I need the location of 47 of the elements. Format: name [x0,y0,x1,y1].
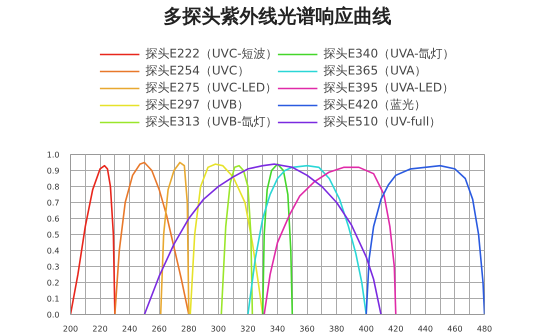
legend-label: 探头E395（UVA-LED） [324,80,454,96]
line-series [220,164,254,314]
legend-label: 探头E420（蓝光） [324,96,426,114]
line-series [189,163,264,314]
y-tick-label: 0.7 [46,198,60,208]
x-tick-label: 460 [447,324,463,334]
y-tick-label: 0.6 [46,214,60,224]
legend-label: 探头E365（UVA） [324,62,427,80]
line-series [263,166,397,314]
line-series [160,162,190,314]
line-series [70,164,116,314]
x-tick-label: 220 [92,324,108,334]
line-series [262,163,294,314]
x-tick-label: 360 [299,324,315,334]
y-tick-label: 0.5 [46,230,60,240]
x-tick-label: 400 [358,324,374,334]
y-tick-label: 0.0 [46,310,60,320]
x-tick-label: 320 [240,324,256,334]
x-tick-label: 300 [210,324,226,334]
legend-label: 探头E510（UV-full） [324,114,442,130]
x-tick-label: 420 [388,324,404,334]
line-series [114,162,190,314]
legend-label: 探头E254（UVC） [145,62,250,80]
x-tick-label: 480 [476,324,492,334]
y-tick-label: 0.3 [46,262,60,272]
y-tick-label: 1.0 [46,150,60,160]
x-tick-label: 380 [329,324,344,334]
line-series [144,163,382,314]
legend-label: 探头E275（UVC-LED） [145,80,278,96]
line-series [247,164,368,314]
x-tick-label: 280 [181,324,196,334]
y-tick-label: 0.8 [46,182,60,192]
x-tick-label: 340 [270,324,286,334]
chart-title: 多探头紫外线光谱响应曲线 [164,6,392,28]
x-tick-label: 200 [62,324,78,334]
y-tick-label: 0.1 [46,294,60,304]
legend-label: 探头E297（UVB） [145,96,250,114]
legend-label: 探头E313（UVB-氙灯） [145,114,278,130]
line-series [365,164,484,314]
x-tick-label: 440 [418,324,434,334]
legend-label: 探头E340（UVA-氙灯） [324,46,455,62]
legend-label: 探头E222（UVC-短波） [145,46,278,62]
y-tick-label: 0.2 [46,278,60,288]
x-tick-label: 260 [152,324,167,334]
y-tick-label: 0.4 [46,246,60,256]
x-tick-label: 240 [122,324,138,334]
y-tick-label: 0.9 [46,166,60,176]
